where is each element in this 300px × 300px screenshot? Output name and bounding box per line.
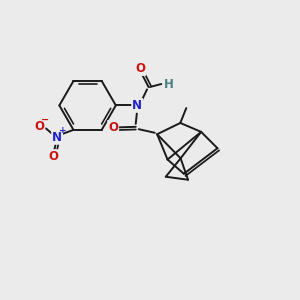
Text: O: O xyxy=(135,62,145,75)
Text: +: + xyxy=(59,126,67,135)
Text: N: N xyxy=(132,99,142,112)
Text: O: O xyxy=(108,121,118,134)
Text: O: O xyxy=(49,150,58,163)
Text: −: − xyxy=(41,115,49,125)
Text: N: N xyxy=(52,131,62,144)
Text: H: H xyxy=(164,77,174,91)
Text: O: O xyxy=(34,119,44,133)
